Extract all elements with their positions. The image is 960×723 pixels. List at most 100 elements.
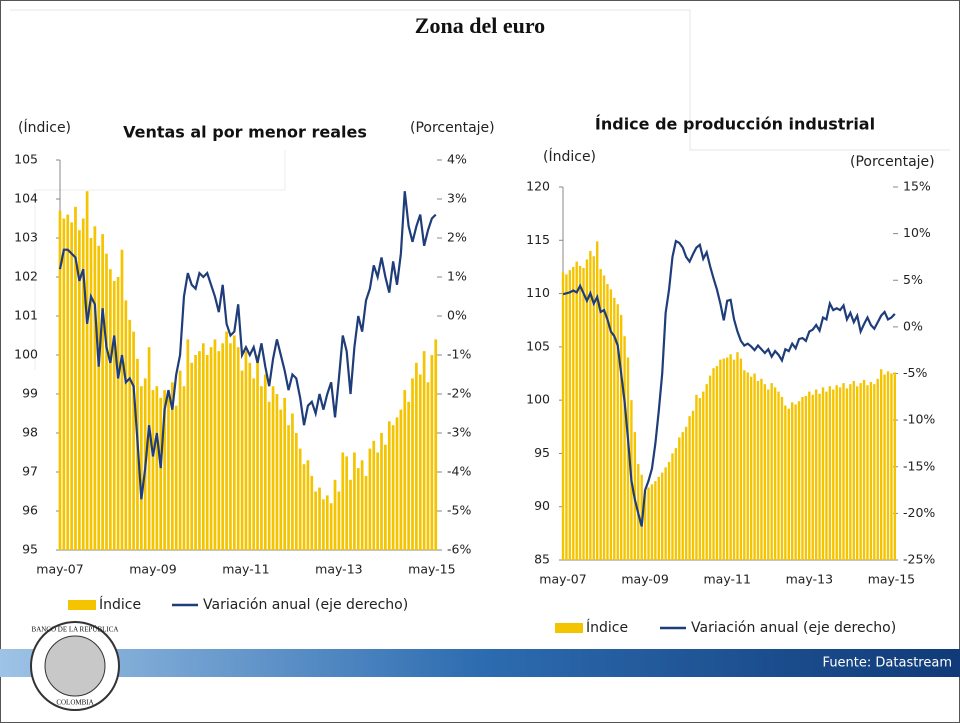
legend-label: Índice <box>586 619 628 636</box>
y-tick-label: 95 <box>22 542 38 557</box>
bar <box>883 374 886 560</box>
x-tick-label: may-07 <box>539 572 586 587</box>
bar <box>85 191 89 550</box>
bar <box>773 387 777 560</box>
bar <box>568 270 572 560</box>
bar <box>151 390 155 550</box>
bar <box>217 351 221 550</box>
bar <box>360 460 364 550</box>
bar <box>139 386 143 550</box>
bar <box>890 373 893 560</box>
bar <box>691 410 695 560</box>
bar <box>832 389 835 560</box>
bar <box>856 386 859 560</box>
chart-title: Ventas al por menor reales <box>123 123 367 142</box>
bar <box>310 475 314 550</box>
bar <box>606 283 609 560</box>
bar <box>58 210 62 550</box>
bar <box>585 259 589 560</box>
bar <box>252 378 256 550</box>
bar <box>684 426 688 560</box>
bar <box>109 269 112 550</box>
bar <box>708 375 712 560</box>
bar <box>825 391 828 560</box>
y2-tick-label: 5% <box>903 272 923 287</box>
bar <box>415 362 418 550</box>
bar <box>418 374 422 550</box>
bar <box>291 413 294 550</box>
y-tick-label: 100 <box>14 347 38 362</box>
bar <box>654 481 657 560</box>
y2-tick-label: 3% <box>447 191 467 206</box>
bar <box>763 384 767 560</box>
bar <box>804 395 808 560</box>
bar <box>368 448 372 550</box>
y-tick-label: 101 <box>14 308 38 323</box>
bar <box>248 362 252 550</box>
y-tick-label: 85 <box>534 552 550 567</box>
line <box>562 239 896 527</box>
bar <box>434 339 438 550</box>
bar <box>174 405 178 550</box>
y-axis-label: (Índice) <box>543 148 596 165</box>
bar <box>116 277 120 550</box>
y2-tick-label: -4% <box>447 464 471 479</box>
y2-tick-label: 15% <box>903 179 931 194</box>
y2-tick-label: 2% <box>447 230 467 245</box>
bar <box>650 484 654 560</box>
bar <box>876 378 879 560</box>
bar <box>345 456 349 550</box>
x-tick-label: may-09 <box>129 562 176 577</box>
bar <box>322 499 325 550</box>
bar <box>364 475 368 550</box>
bar <box>619 314 623 560</box>
slide-title: Zona del euro <box>415 13 545 38</box>
y2-tick-label: -15% <box>903 458 935 473</box>
bar <box>178 370 182 550</box>
bar <box>596 241 599 560</box>
bar <box>678 437 681 560</box>
bar <box>236 347 240 550</box>
bar <box>589 250 592 560</box>
bar <box>329 503 333 550</box>
decor <box>34 150 286 370</box>
bar <box>623 336 626 560</box>
bar <box>287 425 290 550</box>
bar <box>256 355 259 550</box>
bar <box>325 495 329 550</box>
bar <box>112 280 116 550</box>
bar <box>626 357 630 560</box>
y-tick-label: 104 <box>14 191 38 206</box>
bar <box>821 387 825 560</box>
x-tick-label: may-15 <box>408 562 455 577</box>
bar <box>688 416 691 560</box>
bar <box>263 374 267 550</box>
bar <box>232 335 236 550</box>
bar <box>105 253 108 550</box>
bar <box>426 382 430 550</box>
x-tick-label: may-09 <box>621 572 668 587</box>
legend-swatch <box>68 600 96 610</box>
bar <box>671 453 674 560</box>
bar <box>859 383 862 560</box>
bar <box>430 355 434 550</box>
bar <box>681 432 684 560</box>
bar <box>849 384 852 560</box>
x-tick-label: may-15 <box>868 572 915 587</box>
bar <box>66 214 70 550</box>
y2-tick-label: 4% <box>447 152 467 167</box>
bar <box>337 491 341 550</box>
bar <box>838 387 842 560</box>
bar <box>349 479 352 550</box>
bar <box>886 371 890 560</box>
bar <box>845 388 849 560</box>
bar <box>294 433 298 550</box>
bar <box>801 396 804 560</box>
bar <box>279 409 283 550</box>
bar <box>260 386 263 550</box>
bar <box>842 383 845 560</box>
bar <box>794 404 797 560</box>
bar <box>267 401 271 550</box>
bar <box>784 405 787 560</box>
